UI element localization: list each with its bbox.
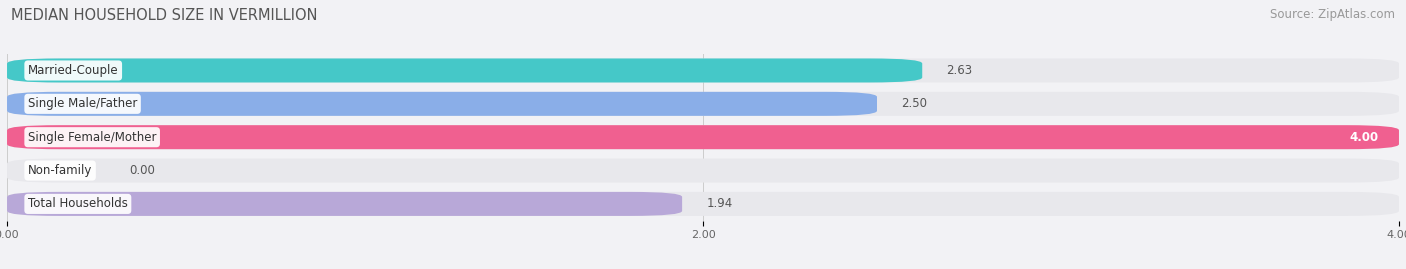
FancyBboxPatch shape — [7, 192, 1399, 216]
FancyBboxPatch shape — [7, 92, 877, 116]
Text: Single Male/Father: Single Male/Father — [28, 97, 138, 110]
FancyBboxPatch shape — [7, 158, 1399, 183]
Text: 4.00: 4.00 — [1348, 131, 1378, 144]
Text: Source: ZipAtlas.com: Source: ZipAtlas.com — [1270, 8, 1395, 21]
Text: MEDIAN HOUSEHOLD SIZE IN VERMILLION: MEDIAN HOUSEHOLD SIZE IN VERMILLION — [11, 8, 318, 23]
Text: 2.63: 2.63 — [946, 64, 973, 77]
FancyBboxPatch shape — [7, 58, 922, 83]
FancyBboxPatch shape — [7, 125, 1399, 149]
Text: 2.50: 2.50 — [901, 97, 928, 110]
Text: 0.00: 0.00 — [129, 164, 155, 177]
Text: Single Female/Mother: Single Female/Mother — [28, 131, 156, 144]
Text: Non-family: Non-family — [28, 164, 93, 177]
FancyBboxPatch shape — [7, 58, 1399, 83]
Text: 1.94: 1.94 — [706, 197, 733, 210]
Text: Married-Couple: Married-Couple — [28, 64, 118, 77]
FancyBboxPatch shape — [7, 125, 1399, 149]
FancyBboxPatch shape — [7, 92, 1399, 116]
Text: Total Households: Total Households — [28, 197, 128, 210]
FancyBboxPatch shape — [7, 192, 682, 216]
